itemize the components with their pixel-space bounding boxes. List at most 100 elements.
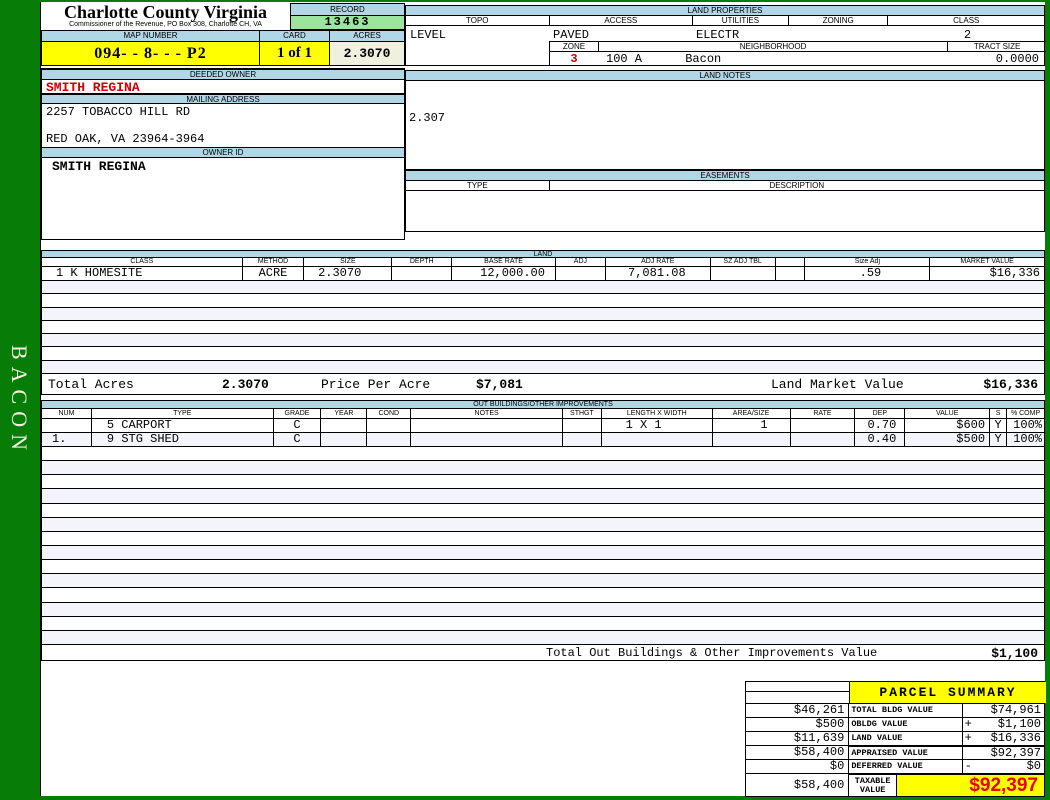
outbuildings-empty-rows: [41, 447, 1045, 645]
deeded-owner-label: DEEDED OWNER: [42, 69, 404, 80]
outbuilding-row: 5 CARPORT C 1 X 1 1 0.70 $600 Y 100%: [41, 419, 1045, 433]
outb-col-pct-comp: % COMP: [1006, 409, 1044, 419]
class-value: 2: [963, 28, 972, 42]
land-notes-panel: LAND NOTES 2.307: [405, 70, 1045, 170]
land-col-size: SIZE: [303, 258, 392, 267]
left-value: $58,400: [746, 745, 849, 759]
empty-row: [42, 545, 1044, 561]
sign: [963, 704, 975, 717]
land-blank-value: [774, 267, 805, 281]
outb-col-length-width: LENGTH X WIDTH: [600, 409, 712, 419]
empty-row: [42, 560, 1044, 575]
outb-pct-comp: 100%: [1006, 433, 1044, 447]
empty-row: [42, 475, 1044, 490]
summary-row-total-bldg: $46,261 TOTAL BLDG VALUE $74,961: [746, 703, 1044, 717]
row-value: $74,961: [990, 703, 1041, 717]
empty-row: [42, 602, 1044, 617]
summary-row-taxable: $58,400 TAXABLE VALUE $92,397: [746, 773, 1044, 796]
zone-label: ZONE: [550, 42, 598, 52]
row-label: OBLDG VALUE: [848, 717, 962, 731]
outb-col-type: TYPE: [90, 409, 273, 419]
neighborhood-name: Bacon: [685, 52, 722, 66]
land-col-market-value: MARKET VALUE: [929, 258, 1044, 267]
parcel-summary: PARCEL SUMMARY $46,261 TOTAL BLDG VALUE …: [745, 681, 1046, 797]
land-col-adj-rate: ADJ RATE: [604, 258, 710, 267]
record-label: RECORD: [291, 4, 404, 16]
empty-row: [42, 334, 1044, 348]
empty-row: [42, 588, 1044, 603]
outb-pct-comp: 100%: [1006, 419, 1044, 433]
outb-col-s: S: [989, 409, 1007, 419]
outb-area-size: [711, 433, 790, 447]
sign: [963, 747, 975, 759]
card-label: CARD: [260, 30, 330, 42]
land-col-depth: DEPTH: [391, 258, 452, 267]
neighborhood-label: NEIGHBORHOOD: [597, 42, 948, 52]
land-table-title: LAND: [41, 250, 1045, 258]
outb-col-num: NUM: [42, 409, 91, 419]
outb-cond: [366, 419, 411, 433]
empty-cell: [746, 682, 849, 692]
land-col-class: CLASS: [42, 258, 242, 267]
zoning-column-label: ZONING: [787, 16, 888, 26]
tract-size-value: 0.0000: [995, 52, 1039, 66]
empty-row: [42, 447, 1044, 462]
outb-length-width: 1 X 1: [600, 419, 712, 433]
empty-row: [42, 617, 1044, 631]
land-col-base-rate: BASE RATE: [451, 258, 555, 267]
summary-row-appraised: $58,400 APPRAISED VALUE $92,397: [746, 745, 1044, 759]
outbuildings-total-row: Total Out Buildings & Other Improvements…: [41, 645, 1045, 661]
record-block: RECORD 13463: [290, 3, 405, 30]
left-value: $58,400: [746, 773, 849, 796]
outb-col-dep: DEP: [854, 409, 905, 419]
summary-row-obldg: $500 OBLDG VALUE + $1,100: [746, 717, 1044, 731]
district-sidebar-label: BACON: [7, 345, 32, 458]
zone-value: 3: [570, 52, 578, 66]
land-method-value: ACRE: [241, 267, 304, 281]
empty-row: [42, 517, 1044, 532]
land-sz-adj-tbl-value: [709, 267, 775, 281]
easements-title: EASEMENTS: [406, 171, 1044, 181]
left-value: $11,639: [746, 731, 849, 745]
row-label: DEFERRED VALUE: [848, 759, 962, 773]
sign: +: [964, 731, 972, 745]
land-table-section: LAND CLASS METHOD SIZE DEPTH BASE RATE A…: [41, 250, 1045, 395]
county-header: Charlotte County Virginia Commissioner o…: [41, 3, 290, 30]
topo-value: LEVEL: [410, 28, 447, 42]
outb-grade: C: [272, 433, 321, 447]
outb-s: Y: [989, 433, 1007, 447]
outb-grade: C: [272, 419, 321, 433]
land-class-value: 1 K HOMESITE: [42, 267, 242, 281]
land-totals-row: Total Acres 2.3070 Price Per Acre $7,081…: [41, 374, 1045, 395]
land-col-sz-adj-tbl: SZ ADJ TBL: [709, 258, 775, 267]
owner-id-value: SMITH REGINA: [52, 159, 146, 174]
row-label: APPRAISED VALUE: [848, 745, 962, 759]
outb-col-year: YEAR: [320, 409, 367, 419]
land-notes-title: LAND NOTES: [406, 71, 1044, 81]
empty-row: [42, 574, 1044, 589]
left-value: $500: [746, 717, 849, 731]
outb-rate: [789, 433, 855, 447]
easements-columns: TYPE DESCRIPTION: [406, 181, 1044, 191]
map-number-value: 094- - 8- - - P2: [41, 42, 260, 66]
outb-rate: [789, 419, 855, 433]
map-header-row: MAP NUMBER CARD ACRES: [41, 30, 405, 42]
row-value: $0: [1026, 759, 1041, 773]
empty-row: [42, 630, 1044, 645]
land-depth-value: [391, 267, 452, 281]
outb-year: [320, 419, 367, 433]
outb-dep: 0.40: [854, 433, 905, 447]
outb-col-notes: NOTES: [410, 409, 562, 419]
land-base-rate-value: 12,000.00: [451, 267, 555, 281]
outbuildings-total-value: $1,100: [991, 646, 1038, 661]
tract-size-label: TRACT SIZE: [947, 42, 1046, 52]
outb-cond: [366, 433, 411, 447]
outbuildings-section: OUT BUILDINGS/OTHER IMPROVEMENTS NUM TYP…: [41, 400, 1045, 661]
acres-label: ACRES: [330, 30, 405, 42]
parcel-summary-header: PARCEL SUMMARY: [746, 682, 1046, 703]
outb-sthgt: [561, 419, 601, 433]
total-acres-value: 2.3070: [222, 377, 269, 392]
land-adj-rate-value: 7,081.08: [604, 267, 710, 281]
outb-type: 9 STG SHED: [90, 433, 273, 447]
empty-row: [42, 489, 1044, 504]
